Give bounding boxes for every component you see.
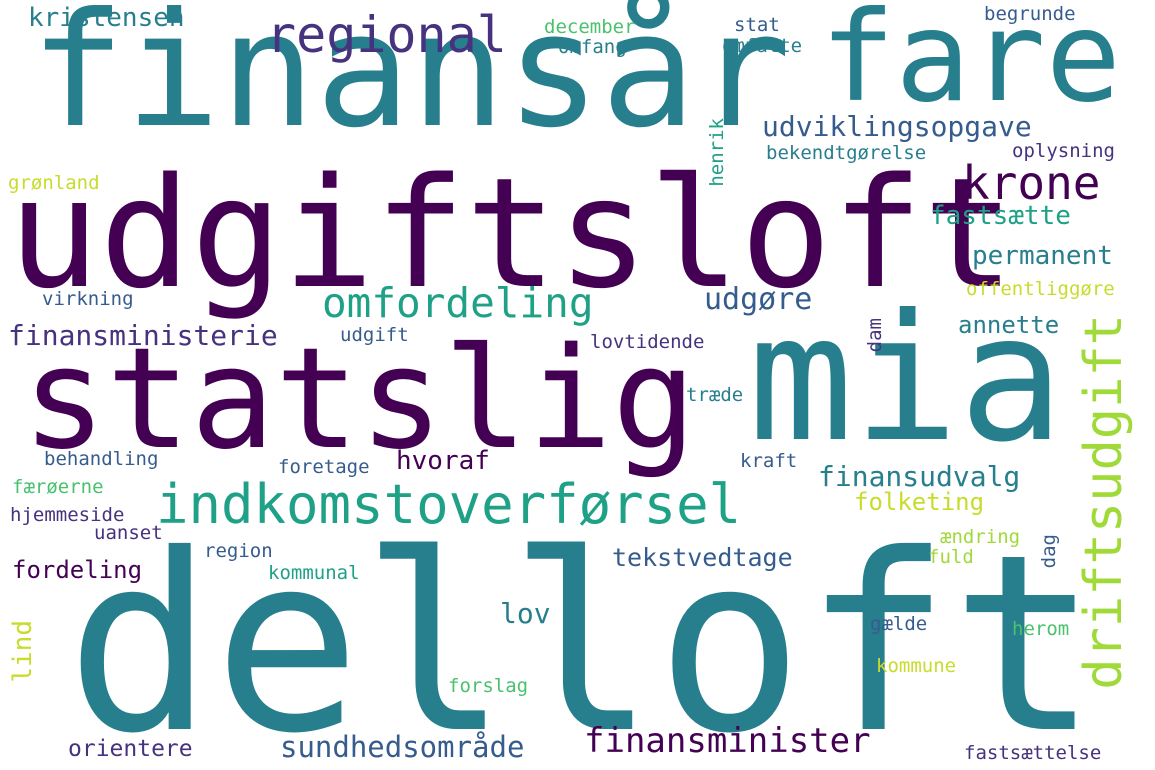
word-dag: dag <box>1038 534 1060 569</box>
word-fastsaette: fastsætte <box>930 201 1071 231</box>
word-henrik: henrik <box>706 118 728 187</box>
word-lovtidende: lovtidende <box>590 331 705 353</box>
word-mia: mia <box>748 278 1065 481</box>
word-krone: krone <box>962 156 1101 210</box>
word-begrunde: begrunde <box>984 3 1076 25</box>
word-regional: regional <box>266 6 507 64</box>
word-udgiftsloft: udgiftsloft <box>8 145 1015 322</box>
word-udviklingsopgave: udviklingsopgave <box>762 110 1032 143</box>
word-uanset: uanset <box>94 522 163 544</box>
word-region: region <box>204 540 273 562</box>
word-delloft: delloft <box>66 502 1099 770</box>
word-omfordeling: omfordeling <box>322 279 594 327</box>
word-kraft: kraft <box>740 450 798 472</box>
word-udgore: udgøre <box>704 282 813 317</box>
word-annette: annette <box>958 311 1060 339</box>
word-dam: dam <box>864 318 886 353</box>
word-udgift: udgift <box>340 324 409 346</box>
word-offentliggore: offentliggøre <box>966 278 1115 300</box>
word-finansaar: finansår <box>30 0 791 163</box>
word-omfang: omfang <box>558 36 627 58</box>
word-omfatte: omfatte <box>722 35 803 57</box>
word-driftsudgift: driftsudgift <box>1074 314 1134 690</box>
word-finansudvalg: finansudvalg <box>818 460 1021 493</box>
word-indkomstoverforsel: indkomstoverførsel <box>156 473 742 536</box>
word-december: december <box>544 16 636 38</box>
word-finansministerie: finansministerie <box>8 319 278 352</box>
word-fare: fare <box>820 0 1122 130</box>
word-permanent: permanent <box>972 241 1113 271</box>
word-forslag: forslag <box>448 675 529 697</box>
word-fuld: fuld <box>928 546 974 568</box>
word-fordeling: fordeling <box>12 556 143 584</box>
word-fastsaettelse: fastsættelse <box>964 742 1102 764</box>
word-tekstvedtage: tekstvedtage <box>612 543 793 572</box>
word-sundhedsomraade: sundhedsområde <box>280 730 525 764</box>
word-kommune: kommune <box>876 655 957 677</box>
word-aendring: ændring <box>940 526 1021 548</box>
word-lind: lind <box>8 620 38 683</box>
word-virkning: virkning <box>42 288 134 310</box>
word-hvoraf: hvoraf <box>396 446 490 476</box>
word-stat: stat <box>734 14 780 36</box>
word-oplysning: oplysning <box>1012 140 1115 162</box>
word-bekendtgorelse: bekendtgørelse <box>766 142 927 164</box>
word-gronland: grønland <box>8 172 100 194</box>
word-herom: herom <box>1012 618 1070 640</box>
word-gaelde: gælde <box>870 613 928 635</box>
word-faeroerne: færøerne <box>12 476 104 498</box>
word-behandling: behandling <box>44 448 159 470</box>
word-lov: lov <box>500 597 551 630</box>
word-orientere: orientere <box>68 736 193 762</box>
word-kommunal: kommunal <box>268 562 360 584</box>
word-foretage: foretage <box>278 456 370 478</box>
word-hjemmeside: hjemmeside <box>10 504 125 526</box>
word-kristensen: kristensen <box>28 3 185 33</box>
word-finansminister: finansminister <box>584 721 871 761</box>
word-folketing: folketing <box>854 488 985 516</box>
word-traede: træde <box>686 384 744 406</box>
word-statslig: statslig <box>22 318 697 481</box>
